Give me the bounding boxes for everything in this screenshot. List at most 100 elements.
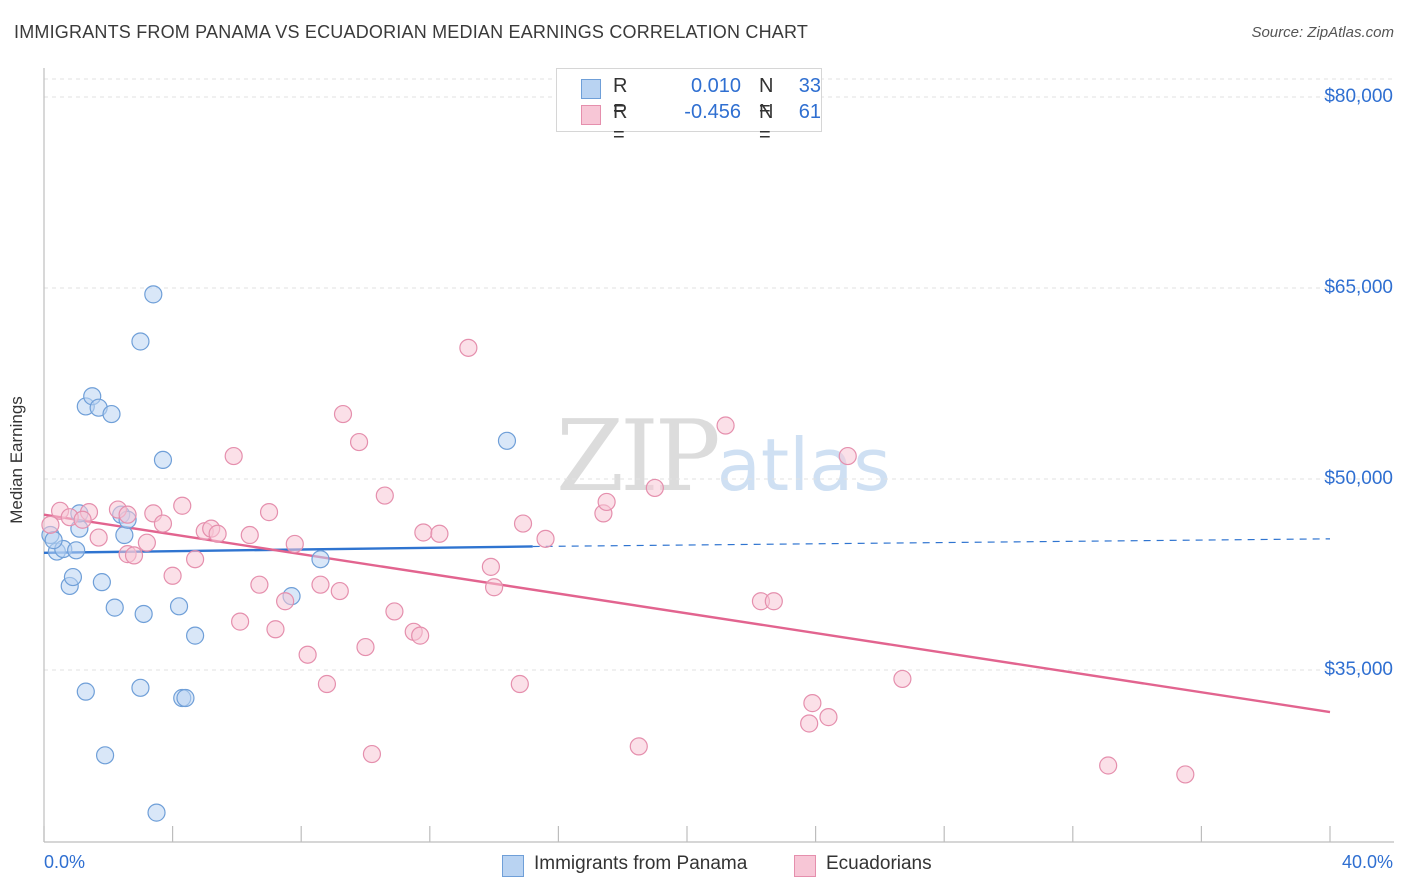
data-point-pink xyxy=(231,612,250,631)
data-point-pink xyxy=(764,592,783,611)
data-point-blue xyxy=(95,746,115,765)
legend-swatch-blue xyxy=(581,79,601,99)
data-point-blue xyxy=(92,573,111,592)
data-point-pink xyxy=(224,446,243,466)
data-point-pink xyxy=(513,514,533,533)
data-point-blue xyxy=(134,604,153,624)
y-tick-label-50000: $50,000 xyxy=(1324,468,1393,489)
data-point-pink xyxy=(137,533,156,552)
data-point-blue xyxy=(169,597,189,616)
data-point-blue xyxy=(153,450,173,469)
bottom-legend-label-panama: Immigrants from Panama xyxy=(534,853,748,874)
trend-line-pink xyxy=(43,513,1331,714)
data-point-pink xyxy=(414,523,433,542)
legend-n-label: N = xyxy=(759,101,774,146)
data-point-blue xyxy=(186,626,205,645)
data-point-pink xyxy=(153,514,173,533)
legend-n-label: N = xyxy=(759,75,774,120)
data-point-pink xyxy=(411,626,430,645)
data-point-blue xyxy=(131,332,150,351)
data-point-pink xyxy=(800,714,819,733)
data-point-pink xyxy=(163,566,182,585)
data-point-blue xyxy=(115,525,134,545)
data-point-blue xyxy=(105,598,124,617)
legend-r-label: R = xyxy=(613,101,628,146)
data-point-pink xyxy=(276,592,295,611)
data-point-blue xyxy=(497,431,517,450)
data-point-pink xyxy=(89,528,108,547)
data-point-blue xyxy=(176,688,195,708)
watermark-atlas: atlas xyxy=(716,423,891,507)
data-point-pink xyxy=(333,404,353,424)
legend-r-value: 0.010 xyxy=(690,75,741,97)
data-point-pink xyxy=(597,492,616,512)
data-point-pink xyxy=(838,446,857,466)
x-tick-label-min: 0.0% xyxy=(44,852,86,872)
data-point-blue xyxy=(131,678,150,697)
data-point-pink xyxy=(208,524,227,543)
data-point-pink xyxy=(481,557,500,576)
data-point-pink xyxy=(385,602,404,621)
data-point-blue xyxy=(102,404,121,424)
data-point-pink xyxy=(356,637,375,657)
data-point-pink xyxy=(375,486,394,505)
data-point-pink xyxy=(41,515,60,534)
legend-r-label: R = xyxy=(613,75,628,120)
data-point-pink xyxy=(311,575,330,594)
data-point-pink xyxy=(240,525,259,545)
chart-source: Source: ZipAtlas.com xyxy=(1251,24,1394,41)
data-point-pink xyxy=(803,694,822,713)
data-point-pink xyxy=(1176,765,1195,784)
correlation-legend: R = 0.010 N = 33 R = -0.456 N = 61 xyxy=(556,68,822,146)
y-tick-label-35000: $35,000 xyxy=(1324,659,1393,680)
data-point-blue xyxy=(67,541,86,560)
data-point-pink xyxy=(485,578,504,597)
data-point-pink xyxy=(250,575,269,594)
legend-n-value: 61 xyxy=(798,101,821,123)
data-point-pink xyxy=(716,416,735,435)
watermark-zip: ZIP xyxy=(556,400,721,514)
data-point-pink xyxy=(430,524,449,543)
zipatlas-watermark: ZIPatlas xyxy=(556,400,891,514)
data-point-pink xyxy=(285,534,304,554)
data-point-pink xyxy=(1099,756,1118,775)
data-point-blue xyxy=(144,285,163,304)
axes xyxy=(43,68,1394,843)
gridlines xyxy=(44,78,1394,671)
data-point-pink xyxy=(73,510,92,529)
data-point-pink xyxy=(124,546,144,565)
data-point-pink xyxy=(893,669,912,689)
legend-r-value: -0.456 xyxy=(684,101,741,123)
data-point-pink xyxy=(362,744,382,764)
data-point-blue xyxy=(44,531,63,550)
bottom-legend-swatch-blue xyxy=(502,855,524,877)
data-point-pink xyxy=(186,550,205,569)
data-point-pink xyxy=(819,708,838,727)
legend-swatch-pink xyxy=(581,105,601,125)
trend-line-extension-blue xyxy=(532,538,1331,548)
data-points xyxy=(41,285,1195,822)
data-point-pink xyxy=(536,529,555,548)
data-point-blue xyxy=(311,550,330,569)
data-point-pink xyxy=(349,432,369,452)
bottom-legend-label-ecuadorians: Ecuadorians xyxy=(826,853,932,874)
data-point-pink xyxy=(629,737,648,756)
data-point-blue xyxy=(76,682,95,701)
data-point-pink xyxy=(118,505,137,524)
chart-title: IMMIGRANTS FROM PANAMA VS ECUADORIAN MED… xyxy=(14,22,809,42)
data-point-pink xyxy=(266,620,285,639)
x-tick-label-max: 40.0% xyxy=(1341,852,1393,872)
y-tick-label-80000: $80,000 xyxy=(1324,86,1393,107)
data-point-pink xyxy=(459,338,478,357)
y-tick-label-65000: $65,000 xyxy=(1324,277,1393,298)
data-point-blue xyxy=(147,803,166,822)
data-point-pink xyxy=(330,581,349,601)
data-point-pink xyxy=(259,503,279,522)
data-point-pink xyxy=(510,674,529,694)
bottom-legend-swatch-pink xyxy=(794,855,816,877)
data-point-pink xyxy=(298,645,317,664)
data-point-blue xyxy=(63,567,83,587)
data-point-pink xyxy=(173,496,192,515)
legend-n-value: 33 xyxy=(798,75,821,97)
